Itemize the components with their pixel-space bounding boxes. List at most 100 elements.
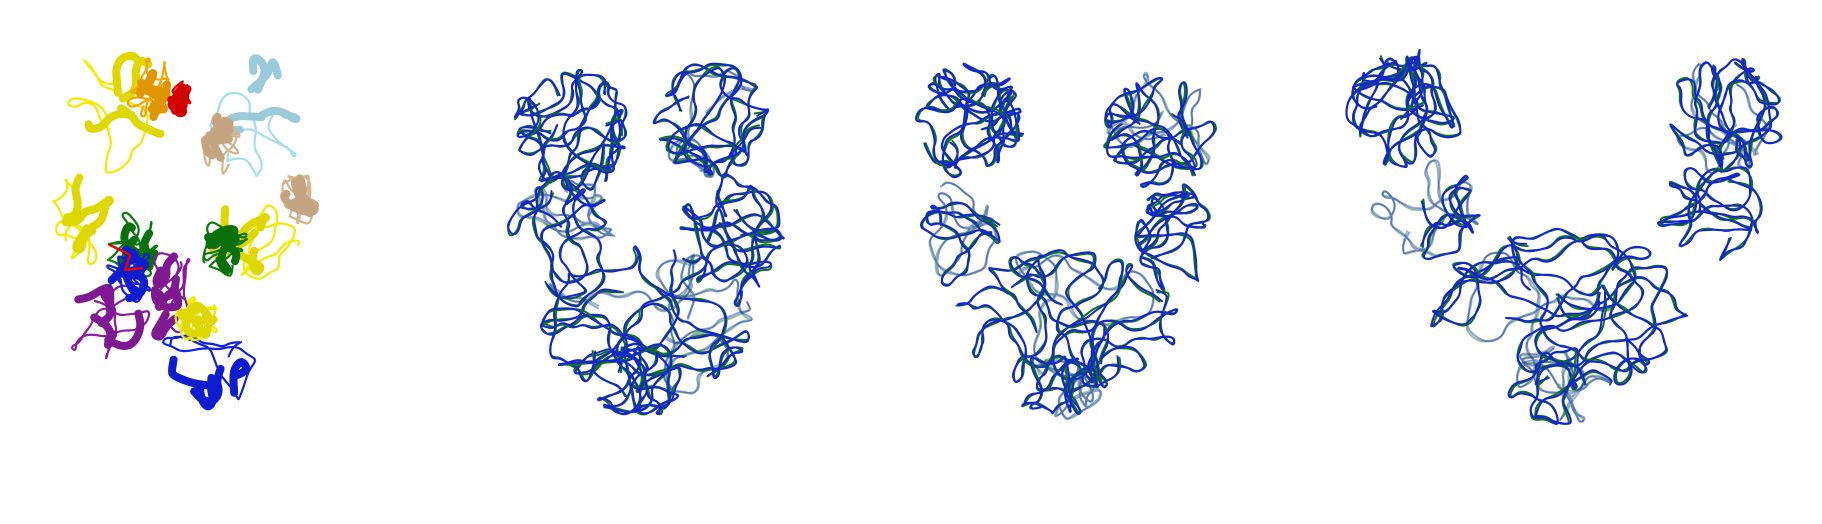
backbone-trace-blue (652, 63, 759, 176)
backbone-trace-blue (667, 67, 769, 179)
ribbon-coil (52, 178, 98, 265)
backbone-trace-blue (1134, 191, 1200, 291)
backbone-trace-blue (1534, 265, 1669, 390)
ribbon-strand (177, 308, 209, 325)
ribbon-strand (152, 252, 178, 289)
ribbon-coil (162, 334, 257, 401)
ribbon-strand (117, 104, 165, 138)
ribbon-strand-shade (288, 183, 320, 210)
ribbon-strand (169, 94, 188, 115)
ribbon-coil (209, 91, 297, 178)
ribbon-strand-shade (104, 309, 145, 350)
backbone-trace-blue (1676, 61, 1755, 173)
ribbon-strand (168, 355, 212, 390)
ribbon-strand (183, 301, 208, 317)
ribbon-strand (140, 229, 154, 271)
backbone-trace-blue (1452, 255, 1668, 373)
ribbon-strand (215, 237, 236, 275)
backbone-trace-blue (516, 68, 628, 174)
backbone-drawing-2 (915, 62, 1217, 421)
ribbon-strand (229, 358, 251, 397)
backbone-drawing-1 (506, 62, 785, 416)
backbone-trace-blue (1660, 166, 1763, 234)
ribbon-strand (208, 118, 234, 162)
ribbon-strand (116, 269, 149, 303)
ribbon-strand-shade (177, 308, 209, 325)
backbone-trace-blue (1676, 62, 1768, 175)
ribbon-strand-shade (215, 237, 236, 275)
backbone-trace-blue (682, 173, 781, 288)
backbone-trace-blue (1657, 169, 1753, 261)
ribbon-strand (112, 51, 140, 97)
backbone-trace-green (549, 254, 751, 391)
ribbon-strand-shade (169, 94, 188, 115)
backbone-trace-blue (513, 78, 628, 192)
ribbon-strand (154, 274, 180, 311)
ribbon-strand-shade (280, 189, 319, 217)
ribbon-strand (97, 289, 115, 327)
ribbon-strand (182, 307, 206, 338)
backbone-trace-blue (1693, 61, 1783, 168)
backbone-trace-blue (519, 72, 626, 191)
ribbon-strand (104, 309, 145, 350)
ribbon-strand (280, 189, 319, 217)
ribbon-strand-shade (258, 106, 301, 124)
backbone-trace-blue (671, 62, 769, 168)
ribbon-strand (61, 197, 110, 227)
backbone-trace-blue (549, 245, 744, 383)
ribbon-strand-shade (168, 355, 212, 390)
backbone-trace-blue (1351, 55, 1429, 165)
ribbon-strand-shade (135, 69, 158, 99)
backbone-trace-blue (915, 62, 1020, 169)
backbone-trace-blue (929, 181, 997, 277)
backbone-trace-blue (506, 171, 606, 308)
ribbon-strand-shade (84, 110, 136, 133)
ribbon-strand (208, 230, 240, 253)
ribbon-strand-shade (248, 54, 269, 94)
ribbon-drawing (52, 51, 320, 411)
backbone-trace-blue (548, 253, 752, 390)
backbone-trace-green (679, 190, 783, 306)
ribbon-strand (288, 183, 320, 210)
ribbon-strand (237, 246, 265, 276)
ribbon-coil (202, 124, 241, 175)
ribbon-strand (248, 54, 269, 94)
ribbon-strand (149, 80, 172, 121)
backbone-trace-green (1033, 355, 1101, 420)
ribbon-strand-shade (149, 80, 172, 121)
ribbon-strand-shade (229, 358, 251, 397)
backbone-overlay-1 (480, 0, 840, 524)
ribbon-strand (63, 173, 84, 223)
backbone-trace-blue (516, 179, 616, 240)
backbone-trace-blue (1021, 356, 1092, 415)
backbone-trace-blue (683, 203, 785, 283)
backbone-drawing-3 (1345, 48, 1783, 425)
protein-cartoon-ribbon (30, 0, 390, 524)
backbone-trace-blue (919, 201, 1001, 287)
backbone-trace-blue (1104, 76, 1196, 177)
backbone-trace-blue (1136, 183, 1210, 260)
backbone-overlay-2 (900, 0, 1260, 524)
backbone-trace-blue (957, 254, 1110, 383)
ribbon-strand-shade (152, 252, 178, 289)
ribbon-strand-shade (117, 104, 165, 138)
ligand-stick (108, 243, 144, 272)
backbone-trace-blue (519, 179, 608, 299)
ribbon-strand-shade (208, 230, 240, 253)
backbone-trace-green (1370, 159, 1479, 257)
backbone-trace-blue (592, 343, 673, 416)
ribbon-strand-shade (140, 229, 154, 271)
backbone-trace-blue (679, 190, 781, 307)
ribbon-strand (135, 69, 158, 99)
backbone-trace-blue (1430, 233, 1620, 328)
ribbon-coil (71, 284, 151, 360)
backbone-trace-blue (988, 249, 1108, 389)
backbone-trace-blue (1032, 354, 1103, 421)
ribbon-strand-shade (183, 301, 208, 317)
backbone-trace-green (516, 178, 614, 241)
backbone-trace-blue (617, 342, 682, 416)
ribbon-strand-shade (72, 224, 97, 254)
ribbon-strand (190, 364, 225, 406)
ribbon-strand-shade (151, 310, 179, 341)
backbone-trace-blue (1511, 227, 1645, 374)
